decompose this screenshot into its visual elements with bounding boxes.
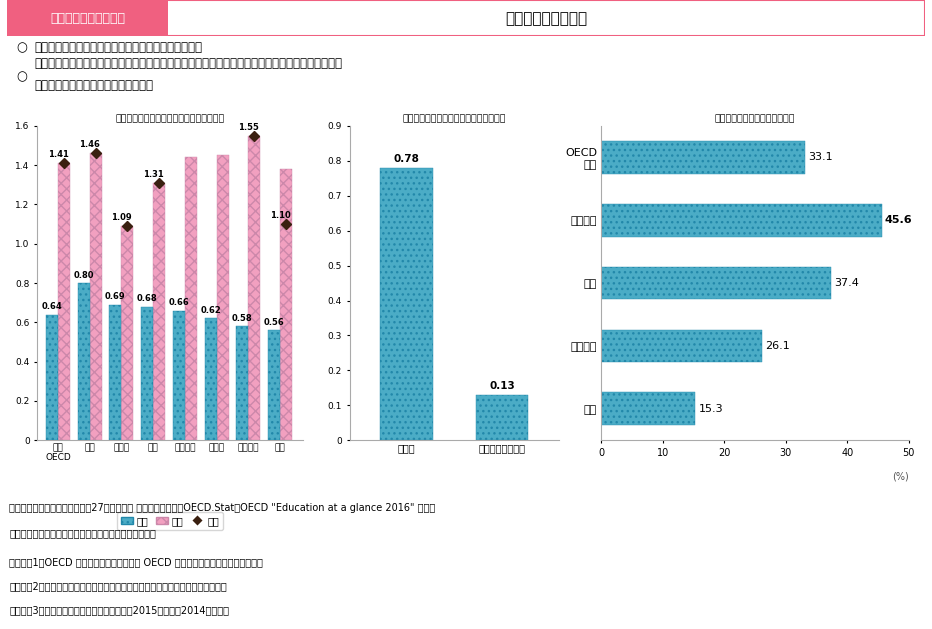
Bar: [77, 283, 89, 440]
Text: 第２－（３）－１１図: 第２－（３）－１１図: [50, 12, 125, 25]
Text: 0.13: 0.13: [489, 381, 514, 391]
Text: 33.1: 33.1: [808, 152, 832, 162]
Text: 我が国は諸外国と比較して理系卒の女性割合が低い。: 我が国は諸外国と比較して理系卒の女性割合が低い。: [34, 41, 203, 54]
Title: 高等教育機関卒業者の比率（女性／男性）: 高等教育機関卒業者の比率（女性／男性）: [116, 114, 225, 124]
Bar: [268, 330, 280, 440]
Text: 理系人材と女性比率: 理系人材と女性比率: [505, 11, 587, 26]
Bar: [248, 136, 260, 440]
Text: 0.69: 0.69: [105, 292, 126, 301]
Legend: 理系, 文系, 全体: 理系, 文系, 全体: [117, 512, 223, 530]
Bar: [58, 163, 70, 440]
Text: に厚生労働省労働政策担当参事官室にて作成: に厚生労働省労働政策担当参事官室にて作成: [9, 528, 157, 538]
Bar: [601, 141, 804, 174]
Text: 15.3: 15.3: [698, 404, 723, 414]
Text: 1.10: 1.10: [270, 211, 291, 220]
Text: 3）右図において、日本、イタリアは2015年、他は2014年の値。: 3）右図において、日本、イタリアは2015年、他は2014年の値。: [9, 605, 229, 615]
Text: 0.78: 0.78: [393, 153, 419, 164]
Text: 0.56: 0.56: [264, 318, 284, 326]
Bar: [216, 155, 228, 440]
Text: 0.66: 0.66: [169, 298, 189, 307]
Text: 職種でみても、イノベーションに繋がる可能性の高い研究・技術従事者の女性比率は低く、諸外国: 職種でみても、イノベーションに繋がる可能性の高い研究・技術従事者の女性比率は低く…: [34, 57, 343, 70]
Bar: [172, 311, 185, 440]
Bar: [121, 226, 133, 440]
Text: 資料出所　総務省統計局「平成27年国勢調査 抽出速報集計」、OECD.Stat、OECD "Education at a glance 2016" をもと: 資料出所 総務省統計局「平成27年国勢調査 抽出速報集計」、OECD.Stat、…: [9, 503, 435, 513]
Text: （注）　1）OECD 平均は、データが取れる OECD 加盟国の値を単純平均したもの。: （注） 1）OECD 平均は、データが取れる OECD 加盟国の値を単純平均した…: [9, 557, 263, 567]
Text: 1.46: 1.46: [79, 140, 101, 149]
Title: 女性の研究者比率（国際比較）: 女性の研究者比率（国際比較）: [715, 114, 795, 124]
Text: 0.80: 0.80: [74, 270, 94, 279]
Bar: [89, 153, 102, 440]
Bar: [109, 304, 121, 440]
Text: 1.31: 1.31: [143, 170, 164, 179]
Bar: [476, 395, 528, 440]
Text: 1.09: 1.09: [112, 213, 132, 222]
Text: 0.62: 0.62: [200, 306, 221, 315]
Text: 1.41: 1.41: [48, 150, 69, 159]
Text: 37.4: 37.4: [834, 278, 859, 288]
Bar: [601, 267, 831, 299]
Bar: [141, 306, 153, 440]
Text: (%): (%): [892, 472, 909, 482]
Text: 26.1: 26.1: [765, 341, 789, 351]
Text: ○: ○: [17, 70, 28, 83]
Text: 2）左図において、フランス、カナダは全体の数値が公表されていない。: 2）左図において、フランス、カナダは全体の数値が公表されていない。: [9, 581, 227, 591]
Bar: [601, 392, 695, 425]
Text: 1.55: 1.55: [239, 123, 259, 131]
Text: と比べても女性の研究者比率は低い。: と比べても女性の研究者比率は低い。: [34, 79, 154, 92]
Text: 45.6: 45.6: [884, 215, 912, 225]
Bar: [46, 314, 58, 440]
Bar: [380, 168, 432, 440]
Title: 研究・技術従事者の比率（女性／男性）: 研究・技術従事者の比率（女性／男性）: [403, 114, 506, 124]
Bar: [601, 204, 882, 237]
Text: 0.58: 0.58: [232, 314, 253, 323]
FancyBboxPatch shape: [7, 0, 168, 36]
Bar: [236, 326, 248, 440]
Text: 0.64: 0.64: [42, 302, 62, 311]
Bar: [280, 169, 292, 440]
Text: ○: ○: [17, 41, 28, 54]
Bar: [601, 330, 761, 362]
Bar: [153, 183, 165, 440]
Bar: [204, 318, 216, 440]
Text: 0.68: 0.68: [137, 294, 158, 303]
Bar: [185, 157, 197, 440]
